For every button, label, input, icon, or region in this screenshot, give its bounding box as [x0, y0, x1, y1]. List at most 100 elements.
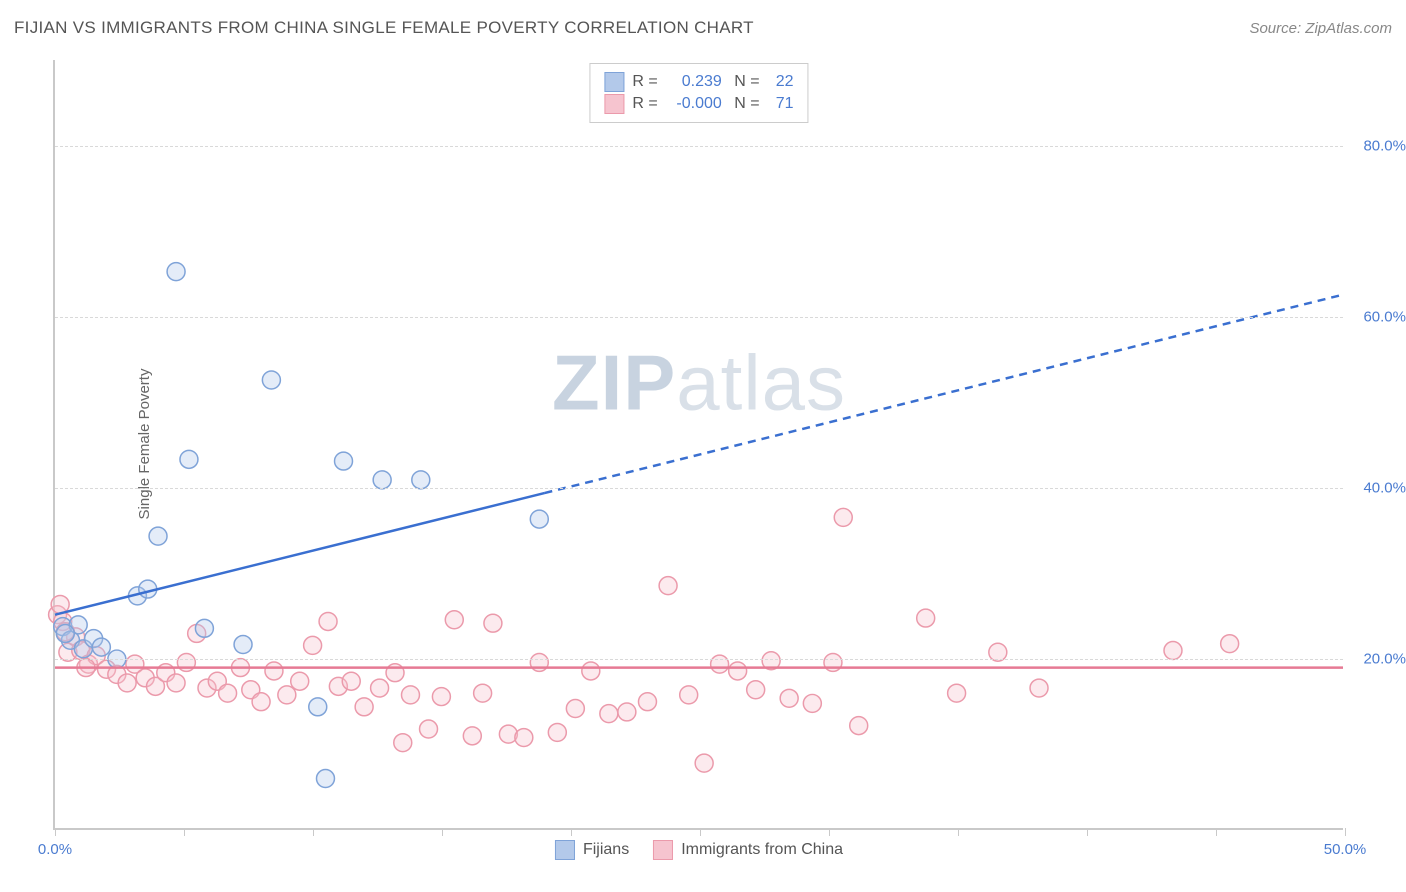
- n-value-china: 71: [768, 95, 794, 113]
- data-point: [638, 693, 656, 711]
- swatch-china: [604, 94, 624, 114]
- data-point: [149, 527, 167, 545]
- data-point: [335, 452, 353, 470]
- data-point: [582, 662, 600, 680]
- gridline-h: [55, 317, 1343, 318]
- xtick: [1216, 828, 1217, 836]
- data-point: [474, 684, 492, 702]
- data-point: [834, 508, 852, 526]
- data-point: [371, 679, 389, 697]
- xtick-label: 0.0%: [38, 841, 72, 858]
- data-point: [262, 371, 280, 389]
- source-attribution: Source: ZipAtlas.com: [1249, 20, 1392, 37]
- xtick: [1087, 828, 1088, 836]
- legend-swatch-fijians: [555, 840, 575, 860]
- legend-swatch-china: [653, 840, 673, 860]
- data-point: [618, 703, 636, 721]
- data-point: [680, 686, 698, 704]
- data-point: [373, 471, 391, 489]
- data-point: [56, 624, 74, 642]
- legend-item-fijians: Fijians: [555, 840, 629, 860]
- data-point: [420, 720, 438, 738]
- data-point: [342, 672, 360, 690]
- gridline-h: [55, 659, 1343, 660]
- xtick: [958, 828, 959, 836]
- xtick: [700, 828, 701, 836]
- plot-svg: [55, 60, 1343, 828]
- data-point: [432, 688, 450, 706]
- data-point: [167, 674, 185, 692]
- data-point: [319, 613, 337, 631]
- gridline-h: [55, 146, 1343, 147]
- stats-row-fijians: R = 0.239 N = 22: [604, 72, 793, 92]
- xtick: [313, 828, 314, 836]
- data-point: [850, 717, 868, 735]
- series-legend: Fijians Immigrants from China: [555, 840, 843, 860]
- data-point: [659, 577, 677, 595]
- data-point: [234, 636, 252, 654]
- data-point: [355, 698, 373, 716]
- xtick: [1345, 828, 1346, 836]
- stats-legend: R = 0.239 N = 22 R = -0.000 N = 71: [589, 63, 808, 123]
- ytick-label: 40.0%: [1363, 479, 1406, 496]
- chart-header: FIJIAN VS IMMIGRANTS FROM CHINA SINGLE F…: [14, 18, 1392, 38]
- data-point: [291, 672, 309, 690]
- data-point: [265, 662, 283, 680]
- data-point: [167, 263, 185, 281]
- data-point: [600, 705, 618, 723]
- data-point: [803, 694, 821, 712]
- data-point: [711, 655, 729, 673]
- legend-label-china: Immigrants from China: [681, 841, 843, 859]
- r-value-fijians: 0.239: [666, 73, 722, 91]
- data-point: [309, 698, 327, 716]
- data-point: [92, 638, 110, 656]
- data-point: [316, 770, 334, 788]
- data-point: [1221, 635, 1239, 653]
- data-point: [195, 619, 213, 637]
- xtick: [829, 828, 830, 836]
- plot-area: Single Female Poverty ZIPatlas R = 0.239…: [53, 60, 1343, 830]
- ytick-label: 60.0%: [1363, 308, 1406, 325]
- data-point: [515, 729, 533, 747]
- legend-item-china: Immigrants from China: [653, 840, 843, 860]
- chart-title: FIJIAN VS IMMIGRANTS FROM CHINA SINGLE F…: [14, 18, 754, 38]
- gridline-h: [55, 488, 1343, 489]
- ytick-label: 20.0%: [1363, 650, 1406, 667]
- xtick: [184, 828, 185, 836]
- data-point: [729, 662, 747, 680]
- swatch-fijians: [604, 72, 624, 92]
- data-point: [118, 674, 136, 692]
- data-point: [747, 681, 765, 699]
- stats-row-china: R = -0.000 N = 71: [604, 94, 793, 114]
- r-value-china: -0.000: [666, 95, 722, 113]
- data-point: [566, 700, 584, 718]
- xtick: [571, 828, 572, 836]
- data-point: [445, 611, 463, 629]
- data-point: [219, 684, 237, 702]
- data-point: [412, 471, 430, 489]
- data-point: [278, 686, 296, 704]
- data-point: [304, 636, 322, 654]
- trend-line-solid: [55, 493, 544, 615]
- legend-label-fijians: Fijians: [583, 841, 629, 859]
- data-point: [917, 609, 935, 627]
- data-point: [1030, 679, 1048, 697]
- data-point: [695, 754, 713, 772]
- xtick: [55, 828, 56, 836]
- data-point: [252, 693, 270, 711]
- ytick-label: 80.0%: [1363, 137, 1406, 154]
- data-point: [402, 686, 420, 704]
- data-point: [484, 614, 502, 632]
- trend-line-dashed: [544, 295, 1343, 493]
- data-point: [780, 689, 798, 707]
- data-point: [180, 450, 198, 468]
- data-point: [948, 684, 966, 702]
- data-point: [463, 727, 481, 745]
- xtick: [442, 828, 443, 836]
- data-point: [394, 734, 412, 752]
- n-value-fijians: 22: [768, 73, 794, 91]
- data-point: [1164, 642, 1182, 660]
- data-point: [548, 723, 566, 741]
- data-point: [530, 510, 548, 528]
- xtick-label: 50.0%: [1324, 841, 1367, 858]
